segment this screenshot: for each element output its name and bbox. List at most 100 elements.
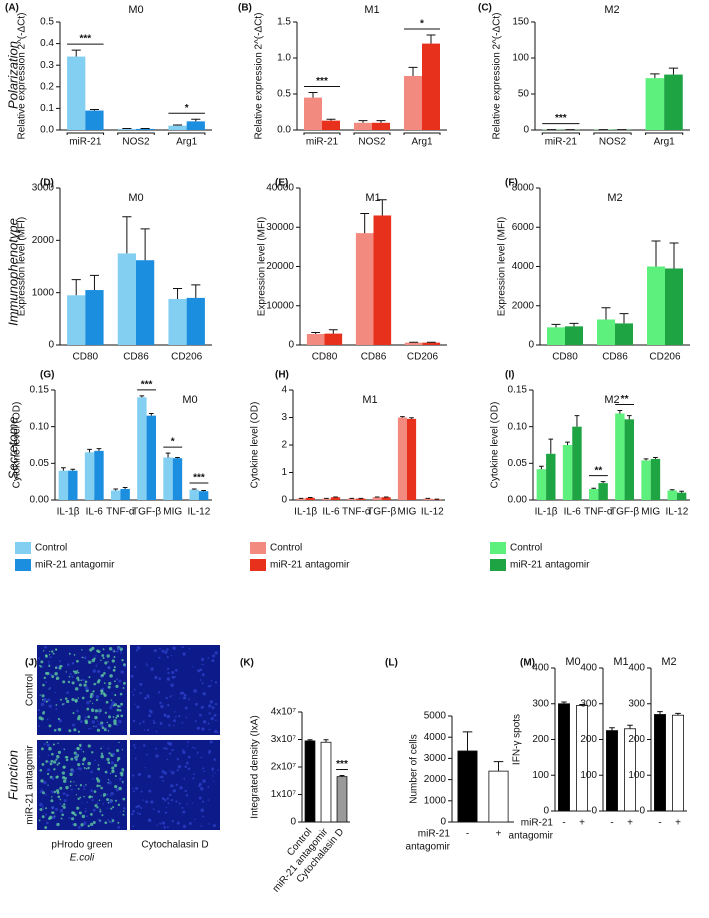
speckle: [83, 795, 85, 798]
speckle: [134, 746, 137, 749]
speckle: [101, 654, 105, 657]
x-tick-label: CD80: [552, 352, 578, 363]
speckle: [100, 754, 104, 759]
speckle: [99, 810, 102, 813]
speckle: [87, 766, 90, 770]
speckle: [47, 784, 49, 786]
speckle: [76, 676, 80, 680]
error-bar: [172, 124, 183, 126]
error-bar: [600, 481, 606, 484]
speckle: [149, 710, 153, 714]
speckle: [39, 665, 42, 668]
speckle: [186, 745, 189, 747]
speckle: [137, 804, 141, 808]
error-bar: [191, 488, 197, 490]
speckle: [123, 663, 126, 667]
speckle: [42, 808, 45, 811]
speckle: [122, 797, 126, 801]
speckle: [156, 824, 158, 826]
speckle: [57, 795, 61, 799]
speckle: [93, 790, 97, 793]
speckle: [163, 825, 166, 829]
speckle: [70, 757, 74, 761]
bar: [397, 417, 407, 500]
error-bar: [609, 727, 615, 731]
speckle: [77, 797, 80, 800]
legend-label: miR-21 antagomir: [270, 560, 350, 571]
speckle: [75, 758, 78, 761]
x-tick-label: NOS2: [358, 137, 386, 148]
bar: [94, 450, 104, 500]
speckle: [59, 797, 61, 800]
error-bar: [165, 452, 171, 458]
speckle: [66, 699, 70, 704]
speckle: [209, 684, 212, 688]
speckle: [165, 696, 168, 700]
x-tick-label: MIG: [163, 507, 182, 518]
y-tick-label: 50: [518, 89, 530, 100]
speckle: [142, 799, 144, 801]
speckle: [118, 741, 120, 743]
speckle: [102, 648, 105, 651]
speckle: [68, 652, 71, 655]
speckle: [166, 648, 169, 651]
speckle: [40, 660, 44, 664]
y-tick-label: 0: [528, 340, 534, 351]
speckle: [38, 819, 41, 822]
speckle: [54, 666, 58, 669]
error-bar: [140, 228, 150, 261]
speckle: [45, 760, 49, 763]
bar: [650, 458, 661, 500]
panel-label: (D): [40, 178, 54, 189]
speckle: [51, 776, 54, 780]
x-tick-label: TGF-β: [367, 507, 396, 518]
speckle: [201, 800, 205, 803]
speckle: [144, 696, 147, 700]
bar: [163, 457, 173, 500]
y-tick-label: 0.00: [508, 495, 528, 506]
x-tick-label: MIG: [398, 507, 417, 518]
speckle: [200, 705, 204, 709]
bar: [373, 215, 392, 345]
speckle: [167, 802, 170, 805]
speckle: [96, 802, 99, 805]
speckle: [194, 747, 197, 749]
y-tick-label: 1000: [32, 287, 55, 298]
error-bar: [619, 313, 629, 324]
y-tick-label: 0: [639, 806, 645, 817]
speckle: [64, 756, 68, 759]
x-tick-label: -: [562, 818, 565, 829]
speckle: [134, 757, 137, 760]
speckle: [72, 670, 75, 673]
x-axis-label: miR-21: [418, 829, 451, 840]
speckle: [43, 676, 46, 679]
speckle: [159, 722, 163, 725]
speckle: [208, 728, 211, 731]
speckle: [76, 716, 81, 721]
y-tick-label: 0.15: [508, 385, 528, 396]
speckle: [112, 752, 116, 756]
speckle: [106, 721, 109, 724]
speckle: [175, 716, 177, 718]
speckle: [84, 656, 87, 660]
y-tick-label: 40000: [266, 183, 294, 194]
speckle: [61, 813, 65, 817]
speckle: [211, 769, 214, 772]
speckle: [121, 658, 124, 662]
speckle: [178, 802, 181, 805]
speckle: [113, 680, 116, 683]
speckle: [198, 713, 202, 717]
bar: [615, 413, 625, 500]
speckle: [80, 823, 84, 827]
group-bracket: [303, 132, 341, 135]
error-bar: [565, 441, 570, 445]
speckle: [46, 718, 49, 721]
speckle: [39, 802, 43, 807]
y-tick-label: 1.5: [277, 17, 291, 28]
speckle: [197, 669, 201, 673]
speckle: [47, 768, 51, 772]
speckle: [87, 761, 91, 766]
speckle: [150, 800, 154, 804]
speckle: [160, 775, 164, 779]
speckle: [115, 684, 119, 689]
